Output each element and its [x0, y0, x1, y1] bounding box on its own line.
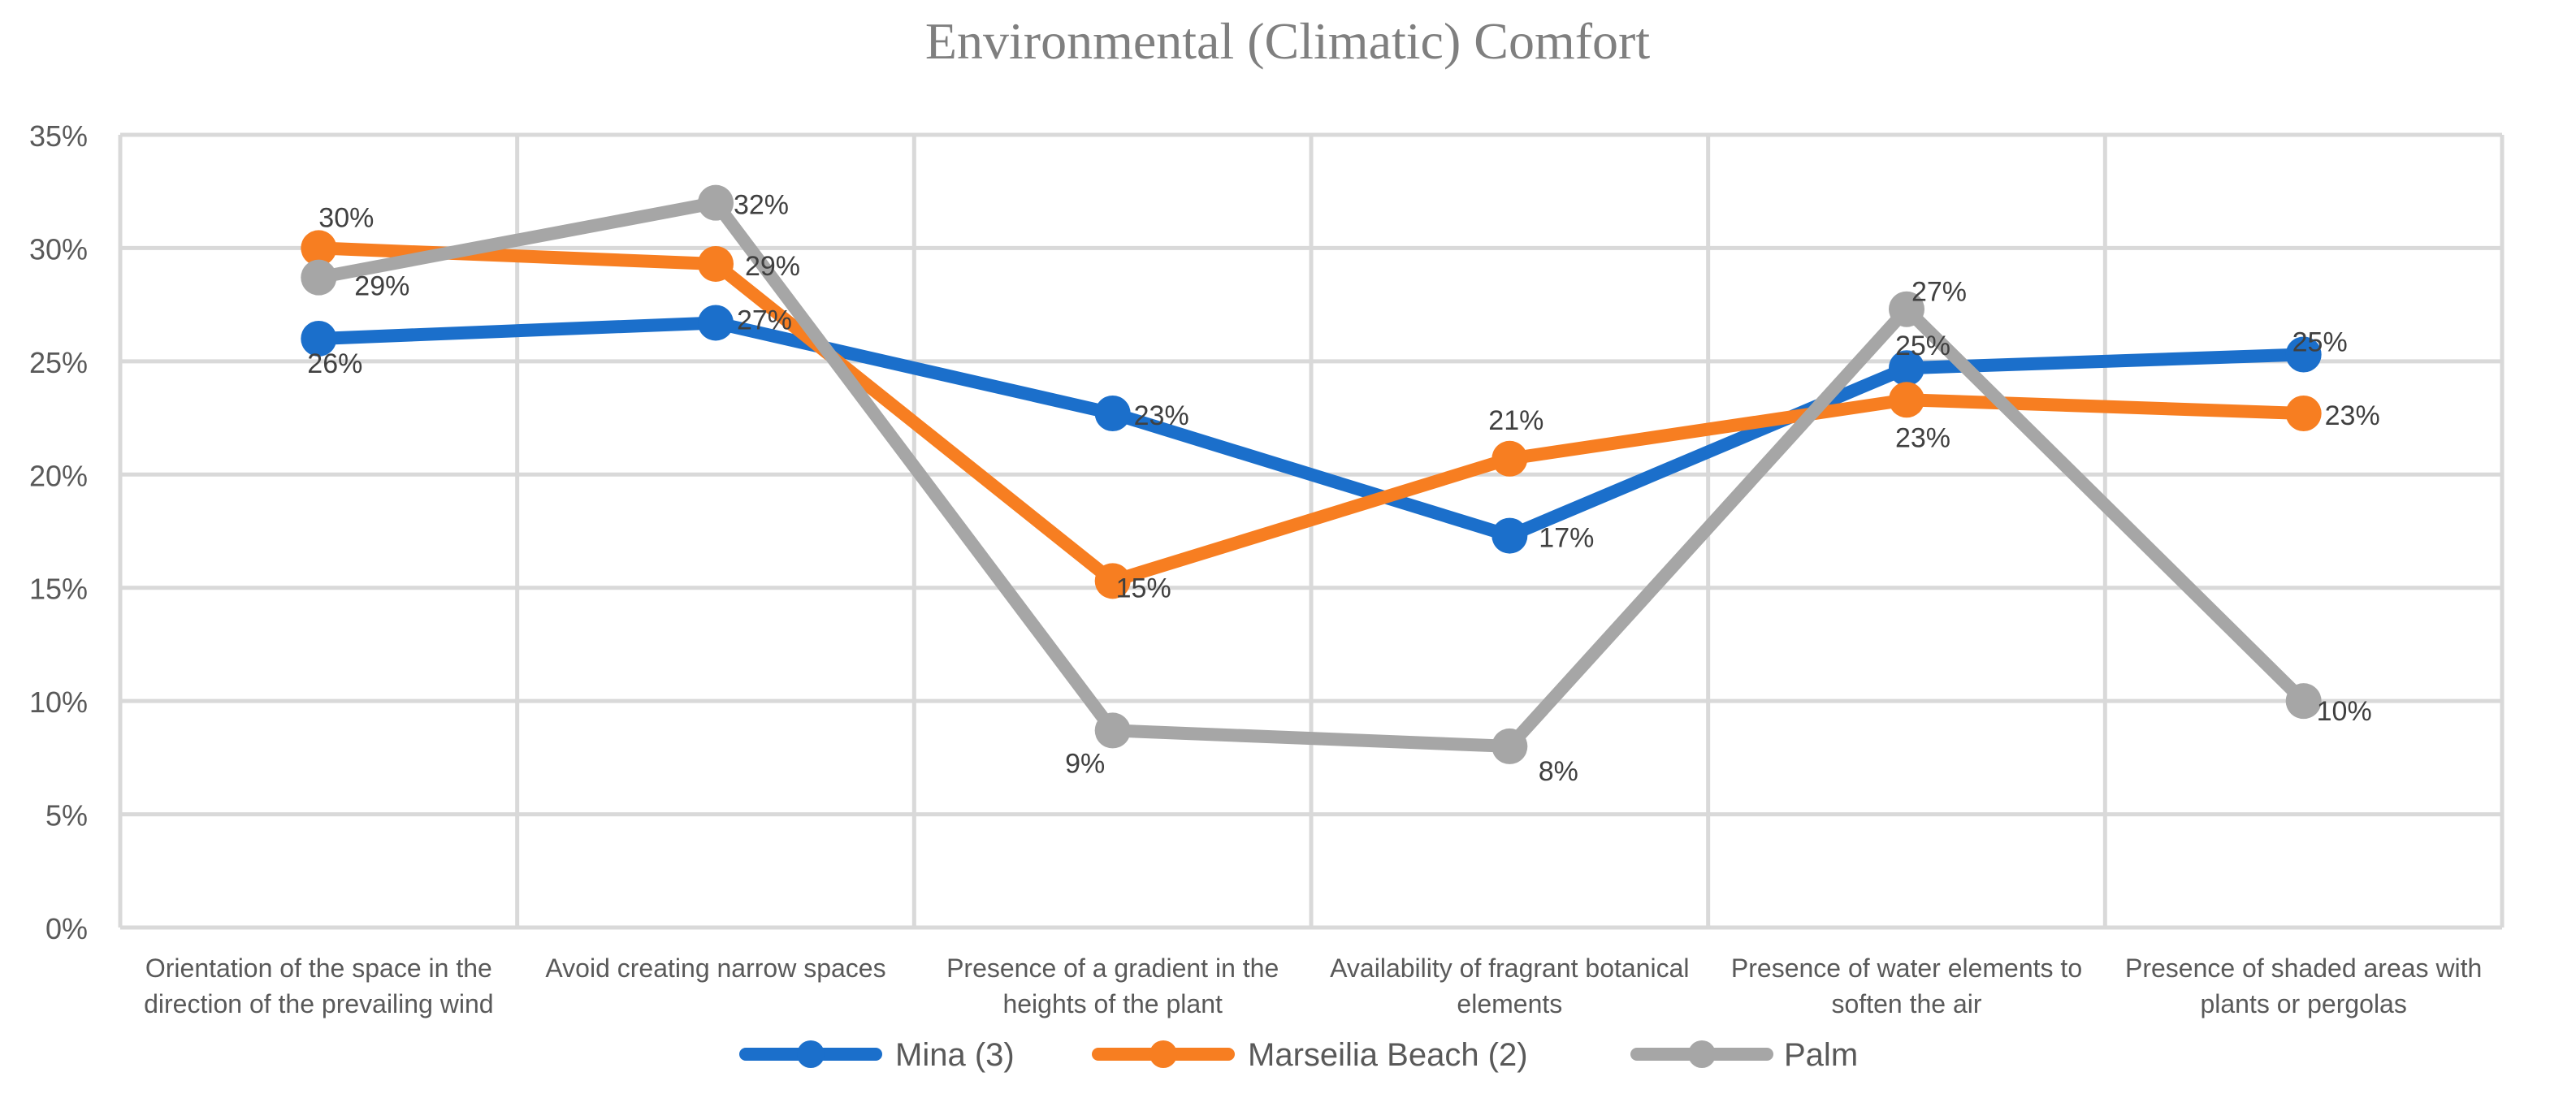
data-point	[1094, 563, 1131, 599]
legend-label: Marseilia Beach (2)	[1248, 1037, 1528, 1073]
data-label: 15%	[1116, 573, 1171, 603]
data-label: 23%	[1134, 400, 1189, 431]
x-tick-label: Presence of a gradient in the heights of …	[946, 953, 1279, 1018]
data-label: 32%	[734, 190, 789, 221]
data-label: 9%	[1065, 748, 1105, 779]
legend-label: Mina (3)	[895, 1037, 1015, 1073]
data-point	[301, 259, 337, 296]
data-point	[1094, 712, 1131, 749]
x-tick-label: Avoid creating narrow spaces	[545, 953, 885, 983]
data-point	[1094, 395, 1131, 431]
data-label: 23%	[1895, 422, 1950, 453]
data-label: 25%	[2292, 326, 2348, 357]
legend: Mina (3) Marseilia Beach (2) Palm	[739, 1037, 1858, 1073]
y-tick-label: 20%	[29, 459, 88, 492]
data-label: 27%	[737, 305, 792, 335]
legend-swatch-marker	[797, 1040, 825, 1068]
data-point	[2285, 683, 2322, 720]
y-tick-label: 25%	[29, 346, 88, 379]
data-label: 29%	[354, 271, 409, 302]
data-point	[1491, 728, 1528, 764]
data-point	[301, 320, 337, 357]
data-label: 29%	[745, 251, 800, 282]
data-label: 27%	[1911, 277, 1967, 308]
data-point	[1491, 517, 1528, 554]
data-point	[1491, 440, 1528, 477]
data-label: 10%	[2317, 696, 2372, 727]
y-tick-label: 0%	[45, 912, 88, 945]
series-line-2	[312, 196, 2310, 753]
data-point	[698, 245, 734, 282]
data-point	[1889, 382, 1924, 418]
chart-title: Environmental (Climatic) Comfort	[925, 12, 1650, 70]
data-label: 26%	[307, 348, 362, 379]
data-point	[2285, 395, 2322, 431]
data-point	[698, 184, 734, 221]
x-tick-label: Presence of water elements to soften the …	[1731, 953, 2082, 1018]
y-tick-label: 35%	[29, 119, 88, 153]
data-label: 17%	[1539, 523, 1594, 554]
legend-swatch-marker	[1149, 1040, 1177, 1068]
y-tick-label: 15%	[29, 573, 88, 606]
data-label: 8%	[1539, 756, 1578, 787]
y-tick-label: 10%	[29, 685, 88, 719]
data-point	[698, 305, 734, 341]
data-label: 21%	[1488, 405, 1543, 436]
data-label: 30%	[318, 202, 374, 233]
data-point	[301, 230, 337, 266]
legend-swatch-marker	[1688, 1040, 1716, 1068]
data-point	[2285, 336, 2322, 373]
data-label: 25%	[1895, 331, 1950, 361]
y-tick-label: 30%	[29, 232, 88, 266]
legend-label: Palm	[1784, 1037, 1858, 1073]
data-point	[1889, 291, 1924, 327]
series-line-1	[312, 241, 2310, 588]
data-point	[1889, 350, 1924, 387]
y-tick-label: 5%	[45, 799, 88, 832]
x-tick-label: Orientation of the space in the direction…	[144, 953, 493, 1018]
data-label: 23%	[2325, 400, 2380, 431]
x-tick-label: Presence of shaded areas with plants or p…	[2125, 953, 2482, 1018]
x-tick-label: Availability of fragrant botanical elemen…	[1330, 953, 1689, 1018]
